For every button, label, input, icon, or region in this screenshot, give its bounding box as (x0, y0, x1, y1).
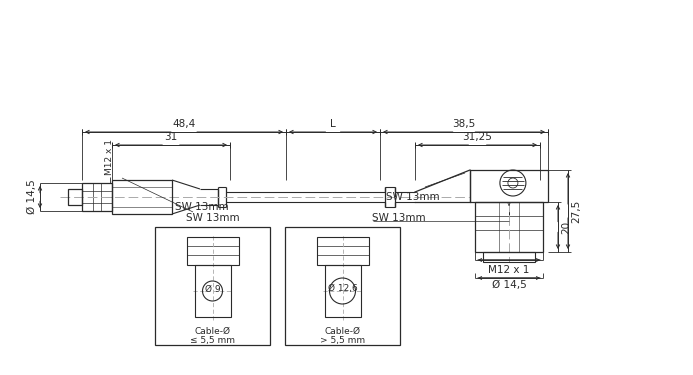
Text: Ø 14,5: Ø 14,5 (491, 280, 527, 290)
Text: M12 x 1: M12 x 1 (105, 139, 114, 175)
Bar (470, 170, 548, 202)
Bar (186, 237, 238, 265)
Bar (285, 227, 400, 345)
Text: Cable-Ø: Cable-Ø (324, 327, 360, 336)
Text: SW 13mm: SW 13mm (387, 192, 440, 202)
Text: 20: 20 (561, 220, 571, 234)
Text: Cable-Ø: Cable-Ø (195, 327, 231, 336)
Text: SW 13mm: SW 13mm (175, 202, 229, 212)
Text: 38,5: 38,5 (453, 119, 475, 129)
Text: > 5,5 mm: > 5,5 mm (320, 336, 365, 345)
Bar (324, 265, 360, 317)
Text: 48,4: 48,4 (173, 119, 195, 129)
Text: 27,5: 27,5 (571, 200, 581, 223)
Bar (112, 180, 172, 214)
Bar (317, 237, 369, 265)
Bar (195, 265, 231, 317)
Bar (68, 189, 82, 205)
Bar (475, 202, 543, 252)
Text: SW 13mm: SW 13mm (186, 213, 239, 223)
Text: M12 x 1: M12 x 1 (489, 265, 529, 275)
Text: Ø 12,6: Ø 12,6 (328, 285, 358, 294)
Bar (155, 227, 270, 345)
Text: 31: 31 (164, 132, 177, 142)
Text: Ø 14,5: Ø 14,5 (27, 180, 37, 214)
Text: L: L (330, 119, 336, 129)
Text: SW 13mm: SW 13mm (373, 213, 426, 223)
Bar (483, 252, 535, 262)
Bar (82, 183, 112, 211)
Text: 31,25: 31,25 (462, 132, 493, 142)
Text: ≤ 5,5 mm: ≤ 5,5 mm (190, 336, 235, 345)
Text: Ø 9: Ø 9 (204, 285, 220, 294)
